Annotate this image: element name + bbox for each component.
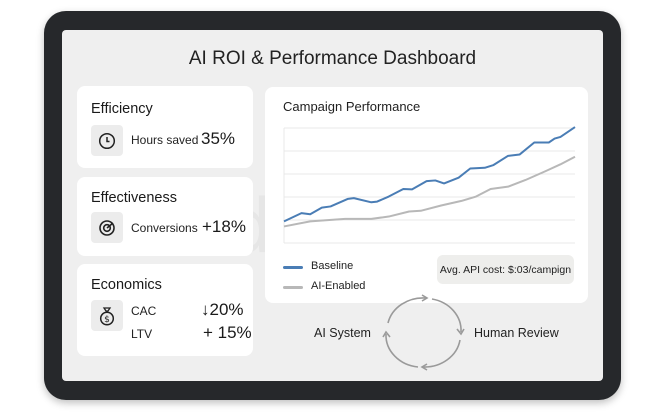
card-heading: Economics xyxy=(91,277,162,293)
chart-title: Campaign Performance xyxy=(283,99,421,114)
metric-label: Conversions xyxy=(131,221,198,235)
efficiency-card: Efficiency Hours saved 35% xyxy=(77,86,253,168)
cycle-arrows-icon xyxy=(382,294,465,371)
campaign-performance-card: Campaign Performance Baseline AI-Enabled… xyxy=(265,87,588,303)
metric-value: 35% xyxy=(201,129,236,148)
metric-value: +18% xyxy=(202,217,246,236)
target-icon xyxy=(91,212,123,243)
economics-card: Economics $ CAC ↓20% LTV + 15% xyxy=(77,264,253,356)
clock-icon xyxy=(91,125,123,156)
effectiveness-card: Effectiveness Conversions +18% xyxy=(77,177,253,256)
svg-text:$: $ xyxy=(104,315,110,325)
api-cost-note: Avg. API cost: $:03/campign xyxy=(437,255,574,284)
ltv-value: + 15% xyxy=(203,323,252,342)
cycle-label-ai-system: AI System xyxy=(314,326,371,340)
cycle-label-human-review: Human Review xyxy=(474,326,559,340)
card-heading: Effectiveness xyxy=(91,190,177,206)
legend-swatch-ai-enabled xyxy=(283,286,303,289)
card-heading: Efficiency xyxy=(91,101,153,117)
series-line-baseline xyxy=(283,126,576,223)
ltv-label: LTV xyxy=(131,327,153,341)
line-chart xyxy=(283,126,576,244)
dashboard-screen: sdlc corp AI ROI & Performance Dashboard… xyxy=(62,30,603,381)
money-bag-icon: $ xyxy=(91,300,123,331)
legend-label-baseline: Baseline xyxy=(311,260,354,272)
page-title: AI ROI & Performance Dashboard xyxy=(188,48,477,69)
cac-label: CAC xyxy=(131,304,157,318)
legend-label-ai-enabled: AI-Enabled xyxy=(311,280,366,292)
cac-value: ↓20% xyxy=(201,300,244,319)
legend-swatch-baseline xyxy=(283,266,303,269)
series-line-ai-enabled xyxy=(283,155,576,228)
metric-label: Hours saved xyxy=(131,133,199,147)
